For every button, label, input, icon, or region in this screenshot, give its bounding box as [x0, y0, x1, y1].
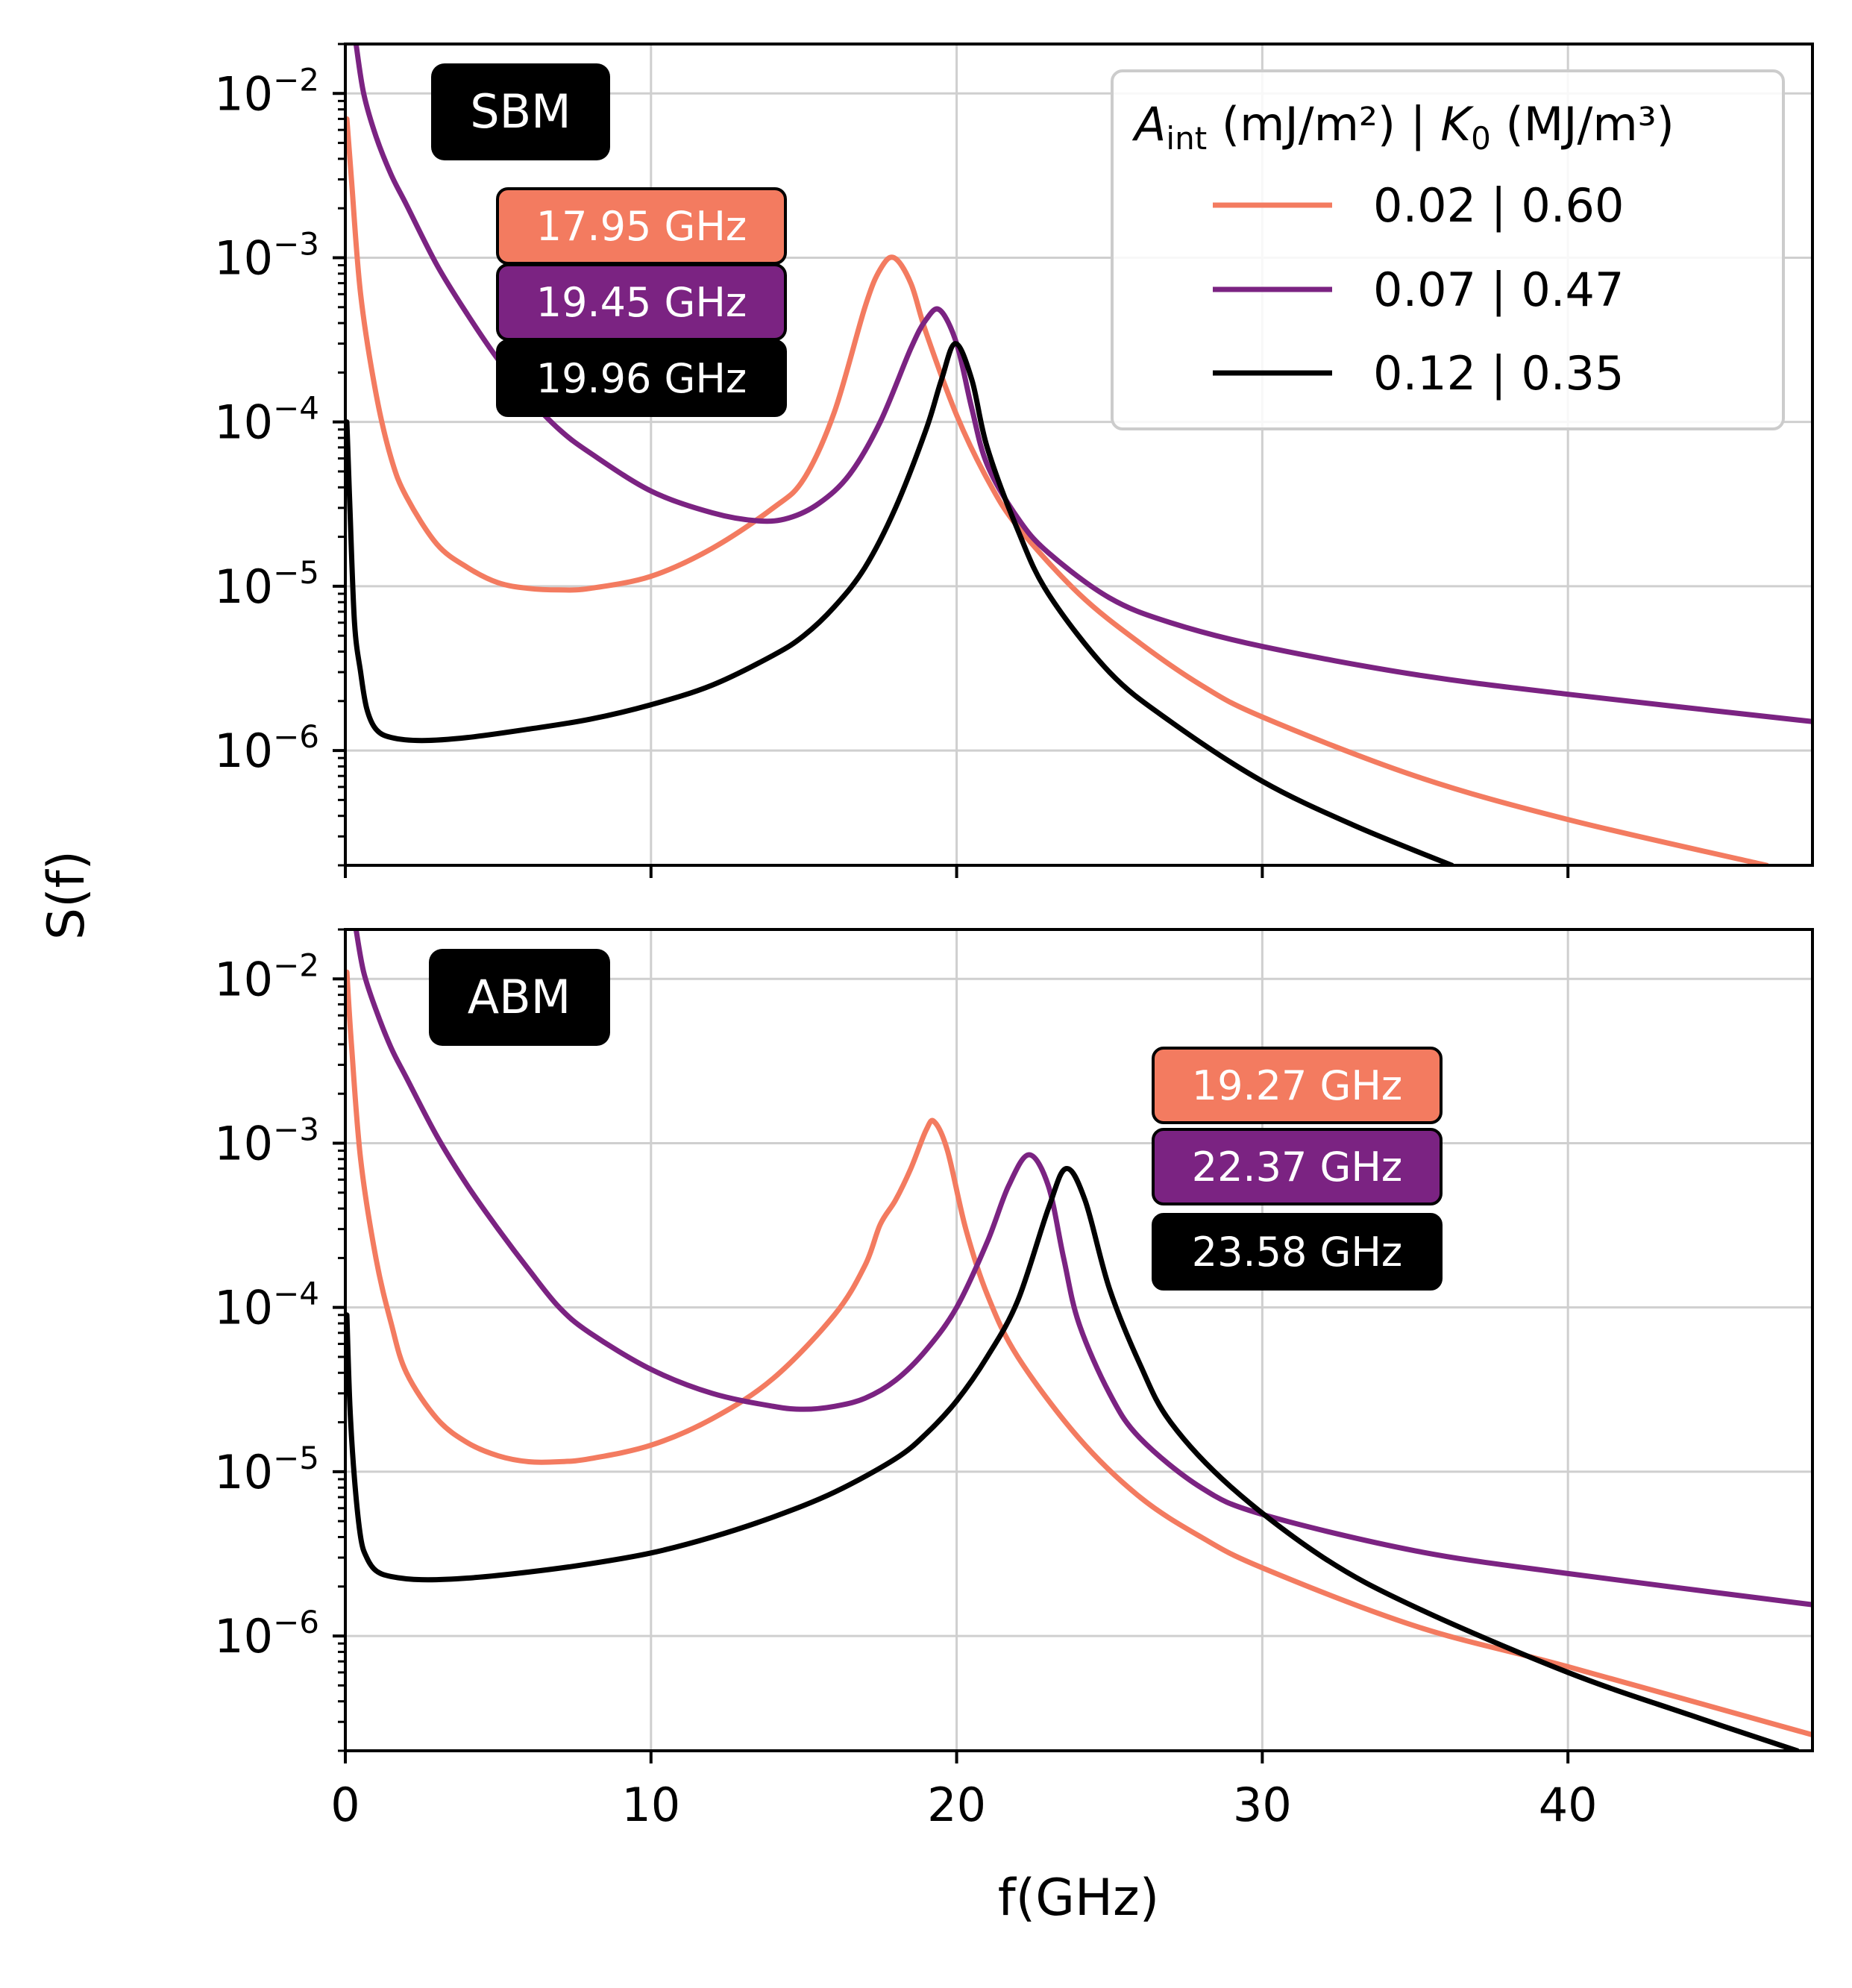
series-line-1 — [345, 969, 1812, 1738]
y-tick-label: 10−3 — [214, 225, 319, 285]
series-line-3 — [345, 341, 1454, 865]
peak-label-box — [496, 339, 787, 417]
major-ticks-sbm — [333, 92, 1570, 878]
peak-label-orange: 19.27 GHz — [1192, 1062, 1403, 1109]
peak-label-purple: 19.45 GHz — [536, 279, 747, 326]
x-tick-label: 0 — [330, 1778, 360, 1832]
panel-abm: 10−6 10−5 10−4 10−3 10−2 ABM 19.27 GHz 2… — [214, 928, 1814, 1832]
x-axis-label: f(GHz) — [998, 1869, 1160, 1928]
series-line-1 — [345, 116, 1770, 865]
peak-label-box — [1152, 1047, 1443, 1124]
y-tick-label: 10−4 — [214, 1276, 319, 1335]
panel-sbm: 10−6 10−5 10−4 10−3 10−2 SBM 17.95 GHz 1… — [214, 43, 1814, 878]
panel-label-abm: ABM — [468, 970, 571, 1024]
x-tick-label: 10 — [621, 1778, 680, 1832]
peak-label-orange: 17.95 GHz — [536, 203, 747, 250]
y-tick-label: 10−4 — [214, 390, 319, 450]
peak-label-black: 19.96 GHz — [536, 355, 747, 402]
grid-abm — [344, 929, 1812, 1751]
y-tick-label: 10−2 — [214, 947, 319, 1006]
major-ticks-abm — [333, 977, 1570, 1763]
series-line-2 — [353, 44, 1812, 724]
y-tick-label: 10−6 — [214, 1604, 319, 1664]
y-tick-label: 10−5 — [214, 1440, 319, 1499]
series-line-3 — [345, 1166, 1801, 1751]
peak-label-box — [1152, 1128, 1443, 1205]
series-line-2 — [353, 929, 1812, 1608]
legend-entry: 0.12 | 0.35 — [1373, 346, 1624, 401]
peak-label-purple: 22.37 GHz — [1192, 1144, 1403, 1191]
curves-abm — [345, 929, 1812, 1751]
y-axis-label: S(f) — [37, 850, 96, 940]
legend-entry: 0.07 | 0.47 — [1373, 263, 1624, 318]
x-tick-label: 20 — [927, 1778, 986, 1832]
panel-label-box — [429, 949, 610, 1046]
plot-frame-sbm — [344, 43, 1814, 867]
plot-frame-abm — [344, 928, 1814, 1752]
peak-label-black: 23.58 GHz — [1192, 1229, 1403, 1276]
peak-label-box — [1152, 1213, 1443, 1291]
legend-frame — [1111, 69, 1785, 430]
legend-entry: 0.02 | 0.60 — [1373, 178, 1624, 233]
y-tick-label: 10−3 — [214, 1111, 319, 1170]
panel-label-box — [431, 63, 610, 160]
y-tick-label: 10−5 — [214, 554, 319, 614]
y-tick-label: 10−6 — [214, 718, 319, 778]
x-tick-label: 30 — [1233, 1778, 1292, 1832]
legend: Aint (mJ/m²) | K0 (MJ/m³) 0.02 | 0.60 0.… — [1111, 69, 1785, 430]
y-tick-label: 10−2 — [214, 61, 319, 121]
curves-sbm — [345, 44, 1812, 865]
legend-title: Aint (mJ/m²) | K0 (MJ/m³) — [1131, 97, 1674, 157]
panel-label-sbm: SBM — [470, 84, 571, 139]
x-tick-label: 40 — [1539, 1778, 1598, 1832]
